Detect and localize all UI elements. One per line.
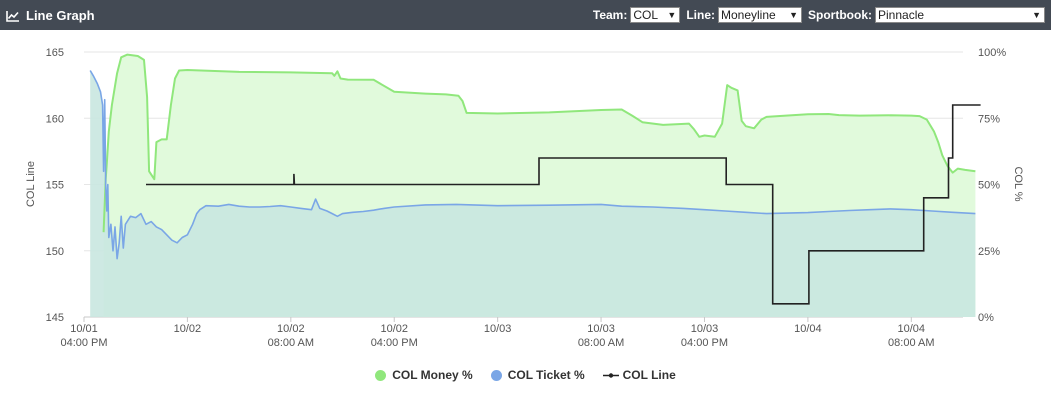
chevron-down-icon: ▼ <box>789 10 798 20</box>
x-tick-label: 10/03 <box>587 323 615 335</box>
legend-money-label: COL Money % <box>392 368 473 382</box>
x-tick-label: 08:00 AM <box>888 337 934 349</box>
x-tick-label: 04:00 PM <box>371 337 418 349</box>
left-tick-label: 150 <box>46 246 64 258</box>
series-areas <box>90 54 976 317</box>
graph-header: Line Graph Team: COL ▼ Line: Moneyline ▼… <box>0 0 1051 30</box>
axes: 145 0% 150 25% 155 50% 160 75% 165 100% 10/01 04:00… <box>46 47 1007 349</box>
line-select[interactable]: Moneyline ▼ <box>718 7 802 23</box>
right-axis-title: COL % <box>1012 166 1024 201</box>
x-tick-label: 04:00 PM <box>681 337 728 349</box>
graph-title-text: Line Graph <box>26 8 95 23</box>
sportsbook-label: Sportbook: <box>808 8 872 22</box>
x-tick-label: 10/03 <box>691 323 719 335</box>
ticket-line <box>89 70 976 260</box>
legend-item-money[interactable]: COL Money % <box>375 368 473 382</box>
sportsbook-select[interactable]: Pinnacle ▼ <box>875 7 1045 23</box>
x-tick-label: 08:00 AM <box>578 337 624 349</box>
line-select-value: Moneyline <box>721 8 776 22</box>
chevron-down-icon: ▼ <box>667 10 677 20</box>
x-tick-label: 08:00 AM <box>268 337 314 349</box>
legend-line-label: COL Line <box>622 368 676 382</box>
team-select-value: COL <box>633 8 659 22</box>
graph-controls: Team: COL ▼ Line: Moneyline ▼ Sportbook:… <box>587 7 1045 23</box>
x-tick-label: 10/04 <box>794 323 822 335</box>
x-tick-label: 10/04 <box>898 323 926 335</box>
legend-item-line[interactable]: COL Line <box>602 368 676 382</box>
right-tick-label: 100% <box>978 47 1006 59</box>
right-tick-label: 50% <box>978 180 1000 192</box>
money-line <box>102 53 976 233</box>
right-tick-label: 75% <box>978 113 1000 125</box>
right-tick-label: 0% <box>978 312 994 324</box>
series-lines <box>89 53 981 305</box>
team-select[interactable]: COL ▼ <box>630 7 681 23</box>
legend-item-ticket[interactable]: COL Ticket % <box>490 368 585 382</box>
left-axis-title: COL Line <box>25 161 37 207</box>
chevron-down-icon: ▼ <box>1032 10 1041 20</box>
left-tick-label: 165 <box>46 47 64 59</box>
left-tick-label: 155 <box>46 180 64 192</box>
legend-money-dot <box>375 369 387 381</box>
x-tick-label: 10/02 <box>174 323 202 335</box>
col-line <box>146 104 981 305</box>
legend-ticket-label: COL Ticket % <box>507 368 585 382</box>
graph-title: Line Graph <box>6 8 95 23</box>
left-tick-label: 145 <box>46 312 64 324</box>
x-tick-label: 10/02 <box>277 323 305 335</box>
x-tick-label: 10/03 <box>484 323 512 335</box>
x-tick-label: 10/01 <box>70 323 98 335</box>
line-chart-icon <box>6 10 19 22</box>
sportsbook-select-value: Pinnacle <box>878 8 925 22</box>
legend-ticket-dot <box>490 369 502 381</box>
team-label: Team: <box>592 8 628 22</box>
legend-line-icon <box>602 372 619 378</box>
left-tick-label: 160 <box>46 113 64 125</box>
line-label: Line: <box>686 8 715 22</box>
x-tick-label: 04:00 PM <box>60 337 107 349</box>
ticket-area <box>90 70 976 317</box>
x-tick-label: 10/02 <box>380 323 408 335</box>
chart-legend: COL Money % COL Ticket % COL Line <box>0 368 1051 382</box>
right-tick-label: 25% <box>978 246 1000 258</box>
